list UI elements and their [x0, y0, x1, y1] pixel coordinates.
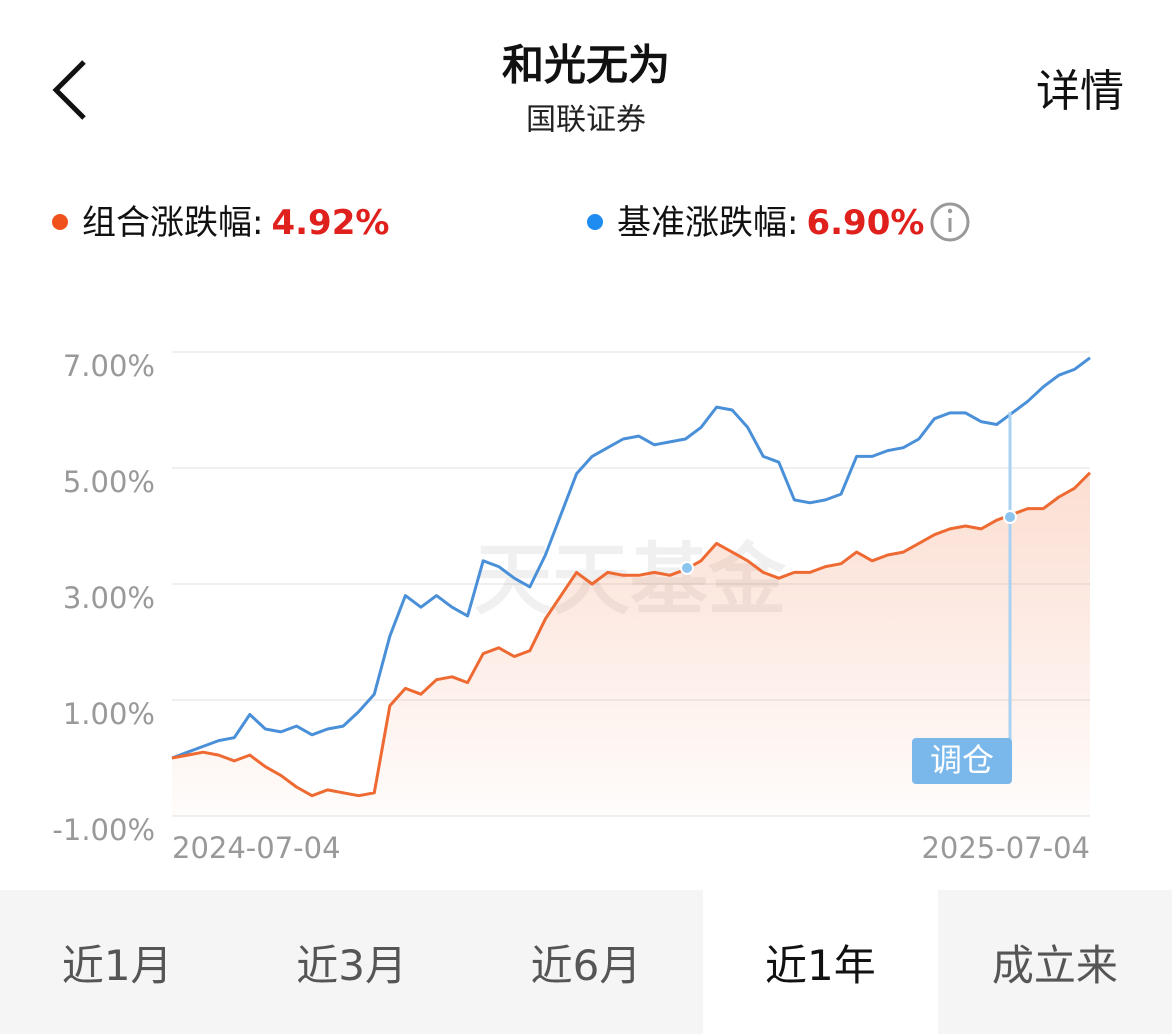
legend-name: 组合涨跌幅:: [82, 203, 263, 243]
back-button[interactable]: [52, 60, 86, 120]
period-tab[interactable]: 近3月: [296, 940, 407, 990]
annotation-box: [912, 738, 1012, 784]
x-tick-label: 2025-07-04: [921, 831, 1090, 865]
legend-dot: [587, 214, 603, 230]
period-tab[interactable]: 近6月: [530, 940, 642, 990]
area-fill: [172, 472, 1090, 816]
period-tab[interactable]: 成立来: [991, 940, 1118, 990]
period-tab[interactable]: 近1年: [703, 890, 938, 1034]
info-icon[interactable]: [930, 202, 970, 242]
y-tick-label: 7.00%: [63, 349, 155, 383]
period-tab[interactable]: 近1月: [61, 940, 173, 990]
title: 和光无为: [502, 41, 670, 90]
legend-entry: 组合涨跌幅: 4.92%: [82, 203, 389, 243]
legend-change: 6.90%: [806, 203, 924, 243]
y-tick-label: -1.00%: [52, 813, 155, 847]
x-tick-label: 2024-07-04: [172, 831, 341, 865]
y-tick-label: 1.00%: [63, 697, 155, 731]
point-marker: [680, 561, 694, 575]
subtitle: 国联证券: [526, 103, 646, 138]
legend-change: 4.92%: [271, 203, 389, 243]
detail-button[interactable]: 详情: [1036, 66, 1124, 117]
series-line: [171, 471, 1092, 798]
info-icon-dot: [947, 208, 953, 214]
point-marker: [1003, 510, 1017, 524]
screen: 和光无为 国联证券 详情 组合涨跌幅: 4.92% 基准涨跌幅: 6.90% -1.00…: [52, 41, 1124, 865]
annotation-label: 调仓: [930, 741, 994, 779]
legend-dot: [52, 214, 68, 230]
legend-entry: 基准涨跌幅: 6.90%: [617, 203, 924, 243]
y-tick-label: 3.00%: [63, 581, 155, 615]
series-line: [171, 356, 1091, 760]
period-tabs: 近1月 近3月 近6月 近1年 成立来: [0, 890, 1172, 1034]
y-tick-label: 5.00%: [63, 465, 155, 499]
legend-name: 基准涨跌幅:: [617, 203, 798, 243]
